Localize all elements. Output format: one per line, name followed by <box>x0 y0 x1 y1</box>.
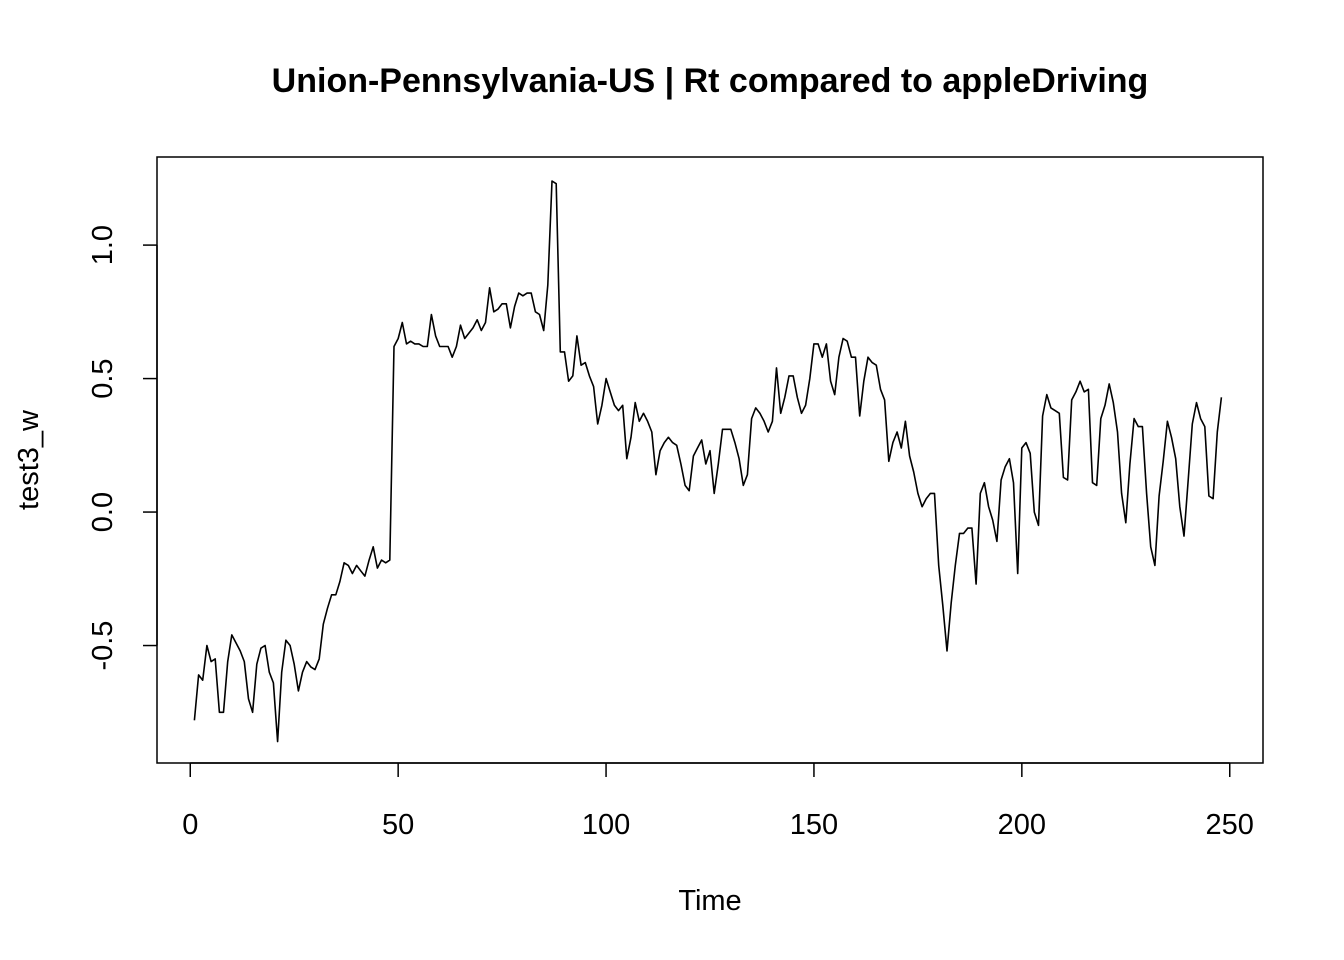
chart-title: Union-Pennsylvania-US | Rt compared to a… <box>272 62 1149 100</box>
x-axis: 0 50 100 150 200 250 <box>182 762 1254 841</box>
y-axis: -0.5 0.0 0.5 1.0 <box>87 225 158 671</box>
y-tick-label: 1.0 <box>87 225 119 265</box>
x-tick-label: 150 <box>790 809 838 841</box>
x-tick-label: 250 <box>1206 809 1254 841</box>
x-tick-label: 100 <box>582 809 630 841</box>
y-tick-label: 0.0 <box>87 492 119 532</box>
x-axis-label: Time <box>678 885 741 917</box>
y-tick-label: 0.5 <box>87 358 119 398</box>
x-tick-label: 0 <box>182 809 198 841</box>
x-tick-label: 50 <box>382 809 414 841</box>
series-line-test3-w <box>193 180 1223 743</box>
y-tick-label: -0.5 <box>87 621 119 671</box>
plot-frame <box>156 156 1264 764</box>
x-tick-label: 200 <box>998 809 1046 841</box>
y-axis-label: test3_w <box>13 409 45 510</box>
